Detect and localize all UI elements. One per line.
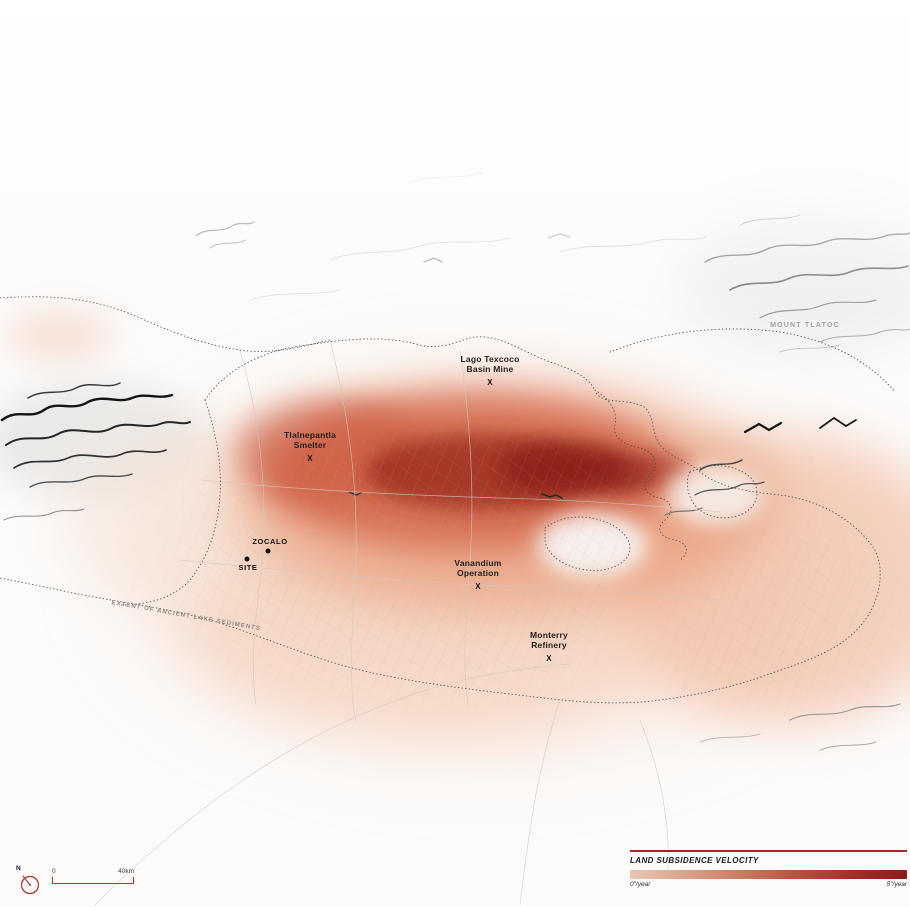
poi-tlalnepantla-line1: Tlalnepantla [284,430,336,440]
poi-vanandium: Vanandium Operation X [454,558,501,592]
poi-lago-texcoco-line1: Lago Texcoco [460,354,520,364]
poi-lago-texcoco-line2: Basin Mine [466,364,514,374]
zocalo-dot-marker [265,548,271,554]
compass-icon [20,875,40,895]
site-label: SITE [238,563,258,572]
subsidence-legend: LAND SUBSIDENCE VELOCITY 0"/year 5"/year [630,850,907,888]
compass-north-label: N [16,865,21,872]
scale-bracket [52,877,134,884]
compass: N [13,865,45,899]
legend-gradient-bar [630,870,907,879]
legend-title: LAND SUBSIDENCE VELOCITY [630,856,759,865]
poi-monterry-line1: Monterry [530,630,568,640]
poi-vanandium-line1: Vanandium [454,558,502,568]
poi-monterry: Monterry Refinery X [530,630,568,664]
poi-vanandium-x-marker: X [475,582,481,591]
scale-bar: 0 40km [52,868,134,884]
poi-vanandium-line2: Operation [457,568,499,578]
scale-max-label: 40km [118,868,134,875]
poi-lago-texcoco: Lago Texcoco Basin Mine X [461,354,520,388]
poi-tlalnepantla-x-marker: X [307,454,313,463]
site-dot-marker [244,556,250,562]
poi-tlalnepantla: Tlalnepantla Smelter X [284,430,336,464]
poi-tlalnepantla-line2: Smelter [293,440,327,450]
poi-lago-texcoco-x-marker: X [487,378,493,387]
poi-monterry-line2: Refinery [531,640,567,650]
legend-max-label: 5"/year [886,881,907,888]
mount-tlatoc-label: MOUNT TLATOC [770,322,840,329]
scale-zero-label: 0 [52,868,56,875]
poi-monterry-x-marker: X [546,654,552,663]
legend-min-label: 0"/year [630,881,651,888]
legend-rule [630,850,907,852]
zocalo-label: ZOCALO [252,537,288,546]
